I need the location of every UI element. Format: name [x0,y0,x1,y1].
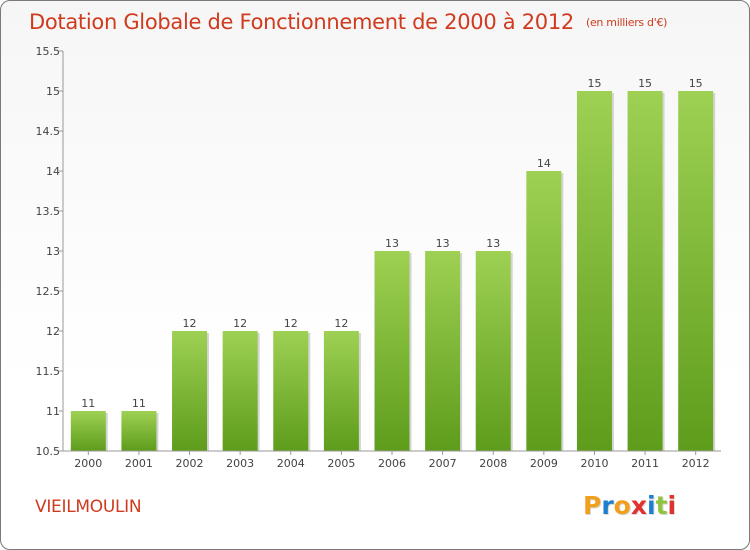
x-tick-label: 2008 [479,457,507,470]
logo-letter: x [630,491,647,520]
chart-title: Dotation Globale de Fonctionnement de 20… [29,10,667,34]
y-axis: 10.5 11 11.5 12 12.5 13 13.5 14 14.5 15 15.5 [36,45,64,458]
x-tick-label: 2000 [74,457,102,470]
x-tick-label: 2011 [631,457,659,470]
logo-letter: P [583,491,602,520]
logo-letter: r [601,491,614,520]
logo-letter: i [667,491,677,520]
x-tick-label: 2007 [429,457,457,470]
bar-2000 [70,411,106,451]
commune-name: VIEILMOULIN [35,497,142,517]
bar-2007 [425,251,461,451]
x-tick-label: 2012 [682,457,710,470]
bar-2010 [576,91,612,451]
bar-value-label: 15 [638,77,652,90]
y-tick-label: 14 [46,165,60,178]
chart-title-text: Dotation Globale de Fonctionnement de 20… [29,10,574,34]
bar-value-label: 12 [233,317,247,330]
x-tick-label: 2001 [125,457,153,470]
bar-value-label: 12 [183,317,197,330]
y-tick-label: 13.5 [36,205,61,218]
y-tick-label: 10.5 [36,445,61,458]
bar-value-label: 12 [284,317,298,330]
bar-value-label: 14 [537,157,551,170]
bar-value-label: 11 [132,397,146,410]
logo-letter: i [647,491,656,520]
y-tick-label: 14.5 [36,125,61,138]
y-tick-label: 11.5 [36,365,61,378]
bar-2003 [222,331,258,451]
y-tick-label: 15 [46,85,60,98]
bar-value-label: 15 [689,77,703,90]
bar-2008 [475,251,511,451]
y-tick-label: 15.5 [36,45,61,58]
bar-2006 [374,251,410,451]
bar-2005 [323,331,359,451]
x-tick-label: 2010 [580,457,608,470]
logo-letter: o [613,491,631,520]
bar-2002 [172,331,208,451]
x-tick-label: 2006 [378,457,406,470]
bar-2009 [526,171,562,451]
bar-value-label: 12 [334,317,348,330]
x-tick-label: 2003 [226,457,254,470]
bar-2004 [273,331,309,451]
bar-2011 [627,91,663,451]
x-tick-label: 2002 [176,457,204,470]
x-tick-label: 2009 [530,457,558,470]
x-axis: 2000 2001 2002 2003 2004 2005 2006 2007 2008 2009… [63,450,721,470]
x-tick-label: 2005 [327,457,355,470]
bars: 11 11 12 12 12 12 13 13 13 14 15 15 15 [70,77,716,451]
bar-2001 [121,411,157,451]
chart-subtitle: (en milliers d'€) [585,16,668,29]
proxiti-logo: Proxiti [583,491,676,520]
logo-letter: t [655,491,668,520]
y-tick-label: 12 [46,325,60,338]
bar-2012 [678,91,714,451]
bar-value-label: 15 [587,77,601,90]
bar-value-label: 11 [81,397,95,410]
y-tick-label: 13 [46,245,60,258]
bar-value-label: 13 [436,237,450,250]
bar-value-label: 13 [385,237,399,250]
y-tick-label: 12.5 [36,285,61,298]
x-tick-label: 2004 [277,457,305,470]
bar-value-label: 13 [486,237,500,250]
y-tick-label: 11 [46,405,60,418]
